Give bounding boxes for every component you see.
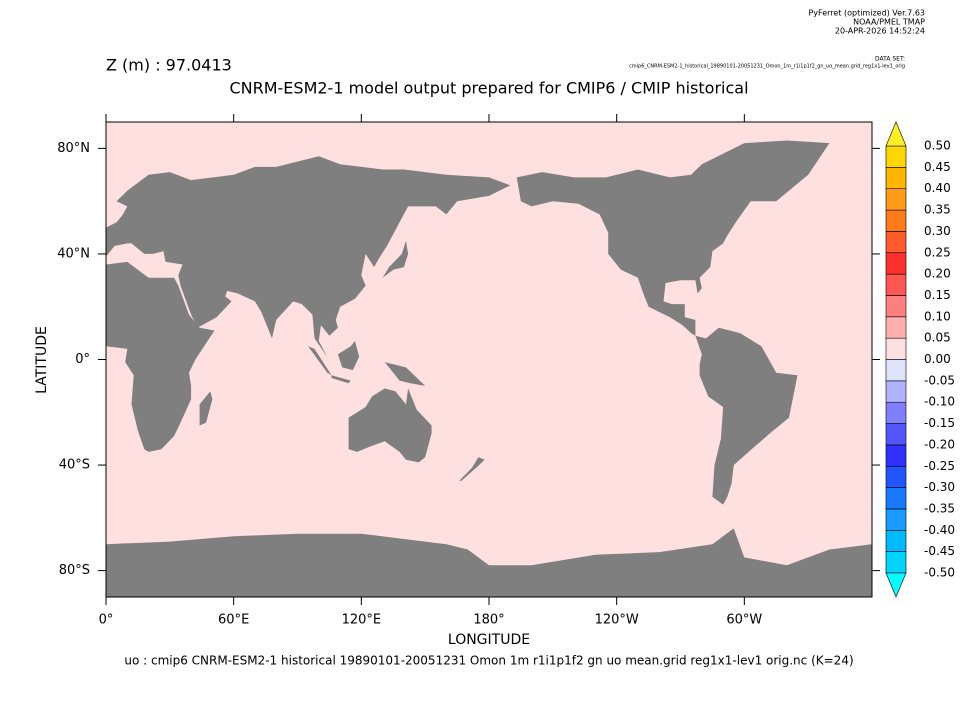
colorbar-box <box>885 188 907 211</box>
colorbar-label: -0.50 <box>924 566 955 580</box>
colorbar-label: 0.50 <box>924 139 951 153</box>
colorbar-label: -0.30 <box>924 480 955 494</box>
colorbar-box <box>885 551 907 574</box>
colorbar-label: 0.40 <box>924 181 951 195</box>
dataset-label: DATA SET: <box>875 56 905 63</box>
colorbar-label: 0.15 <box>924 288 951 302</box>
colorbar-over <box>885 121 907 147</box>
x-tick-label: 120°W <box>595 613 639 628</box>
land <box>199 391 213 426</box>
x-tick-label: 60°W <box>726 613 762 628</box>
colorbar-label: 0.45 <box>924 160 951 174</box>
land <box>382 240 409 278</box>
colorbar-label: -0.15 <box>924 416 955 430</box>
colorbar-label: 0.05 <box>924 331 951 345</box>
colorbar-box <box>885 423 907 446</box>
y-tick-label: 80°S <box>59 563 90 578</box>
x-axis-label: LONGITUDE <box>448 632 530 648</box>
colorbar-label: -0.45 <box>924 544 955 558</box>
y-tick-label: 0° <box>75 352 90 367</box>
colorbar-box <box>885 529 907 552</box>
colorbar-label: 0.00 <box>924 352 951 366</box>
land <box>348 388 432 463</box>
colorbar-box <box>885 145 907 168</box>
colorbar-box <box>885 487 907 510</box>
land <box>695 327 798 505</box>
colorbar-box <box>885 273 907 296</box>
y-tick-label: 40°N <box>57 246 90 261</box>
header-line: 20-APR-2026 14:52:24 <box>835 27 925 36</box>
land <box>516 140 830 336</box>
x-tick-label: 0° <box>99 613 114 628</box>
colorbar-label: 0.30 <box>924 224 951 238</box>
chart-title: CNRM-ESM2-1 model output prepared for CM… <box>229 79 748 98</box>
colorbar-box <box>885 508 907 531</box>
colorbar-box <box>885 295 907 318</box>
colorbar-label: -0.25 <box>924 459 955 473</box>
colorbar-box <box>885 316 907 339</box>
land <box>337 341 360 371</box>
colorbar-label: 0.25 <box>924 245 951 259</box>
colorbar-box <box>885 252 907 275</box>
colorbar-box <box>885 209 907 232</box>
subtitle: Z (m) : 97.0413 <box>106 56 232 75</box>
x-tick-label: 180° <box>473 613 504 628</box>
land <box>106 156 511 357</box>
colorbar-box <box>885 401 907 424</box>
colorbar-box <box>885 337 907 360</box>
land <box>106 261 215 452</box>
colorbar-label: -0.20 <box>924 437 955 451</box>
y-tick-label: 80°N <box>57 141 90 156</box>
colorbar-box <box>885 167 907 190</box>
colorbar-box <box>885 465 907 488</box>
dataset-name: cmip6_CNRM-ESM2-1_historical_19890101-20… <box>629 64 905 70</box>
colorbar-label: -0.40 <box>924 523 955 537</box>
land <box>331 375 351 384</box>
y-tick-label: 40°S <box>59 458 90 473</box>
colorbar-box <box>885 444 907 467</box>
map-area <box>106 122 872 597</box>
colorbar-label: 0.10 <box>924 309 951 323</box>
colorbar-label: -0.10 <box>924 395 955 409</box>
colorbar-box <box>885 380 907 403</box>
footer: uo : cmip6 CNRM-ESM2-1 historical 198901… <box>124 654 853 668</box>
land <box>459 457 485 481</box>
land <box>384 362 426 386</box>
x-tick-label: 60°E <box>218 613 249 628</box>
colorbar-box <box>885 231 907 254</box>
y-axis-label: LATITUDE <box>34 326 50 394</box>
land <box>106 528 872 597</box>
land <box>308 346 332 376</box>
colorbar-label: 0.20 <box>924 267 951 281</box>
x-tick-label: 120°E <box>342 613 382 628</box>
colorbar-label: -0.05 <box>924 373 955 387</box>
colorbar-box <box>885 359 907 382</box>
colorbar-under <box>885 572 907 598</box>
header-line: PyFerret (optimized) Ver.7.63 <box>808 9 925 18</box>
colorbar-label: -0.35 <box>924 501 955 515</box>
header-line: NOAA/PMEL TMAP <box>853 18 925 27</box>
colorbar-label: 0.35 <box>924 203 951 217</box>
